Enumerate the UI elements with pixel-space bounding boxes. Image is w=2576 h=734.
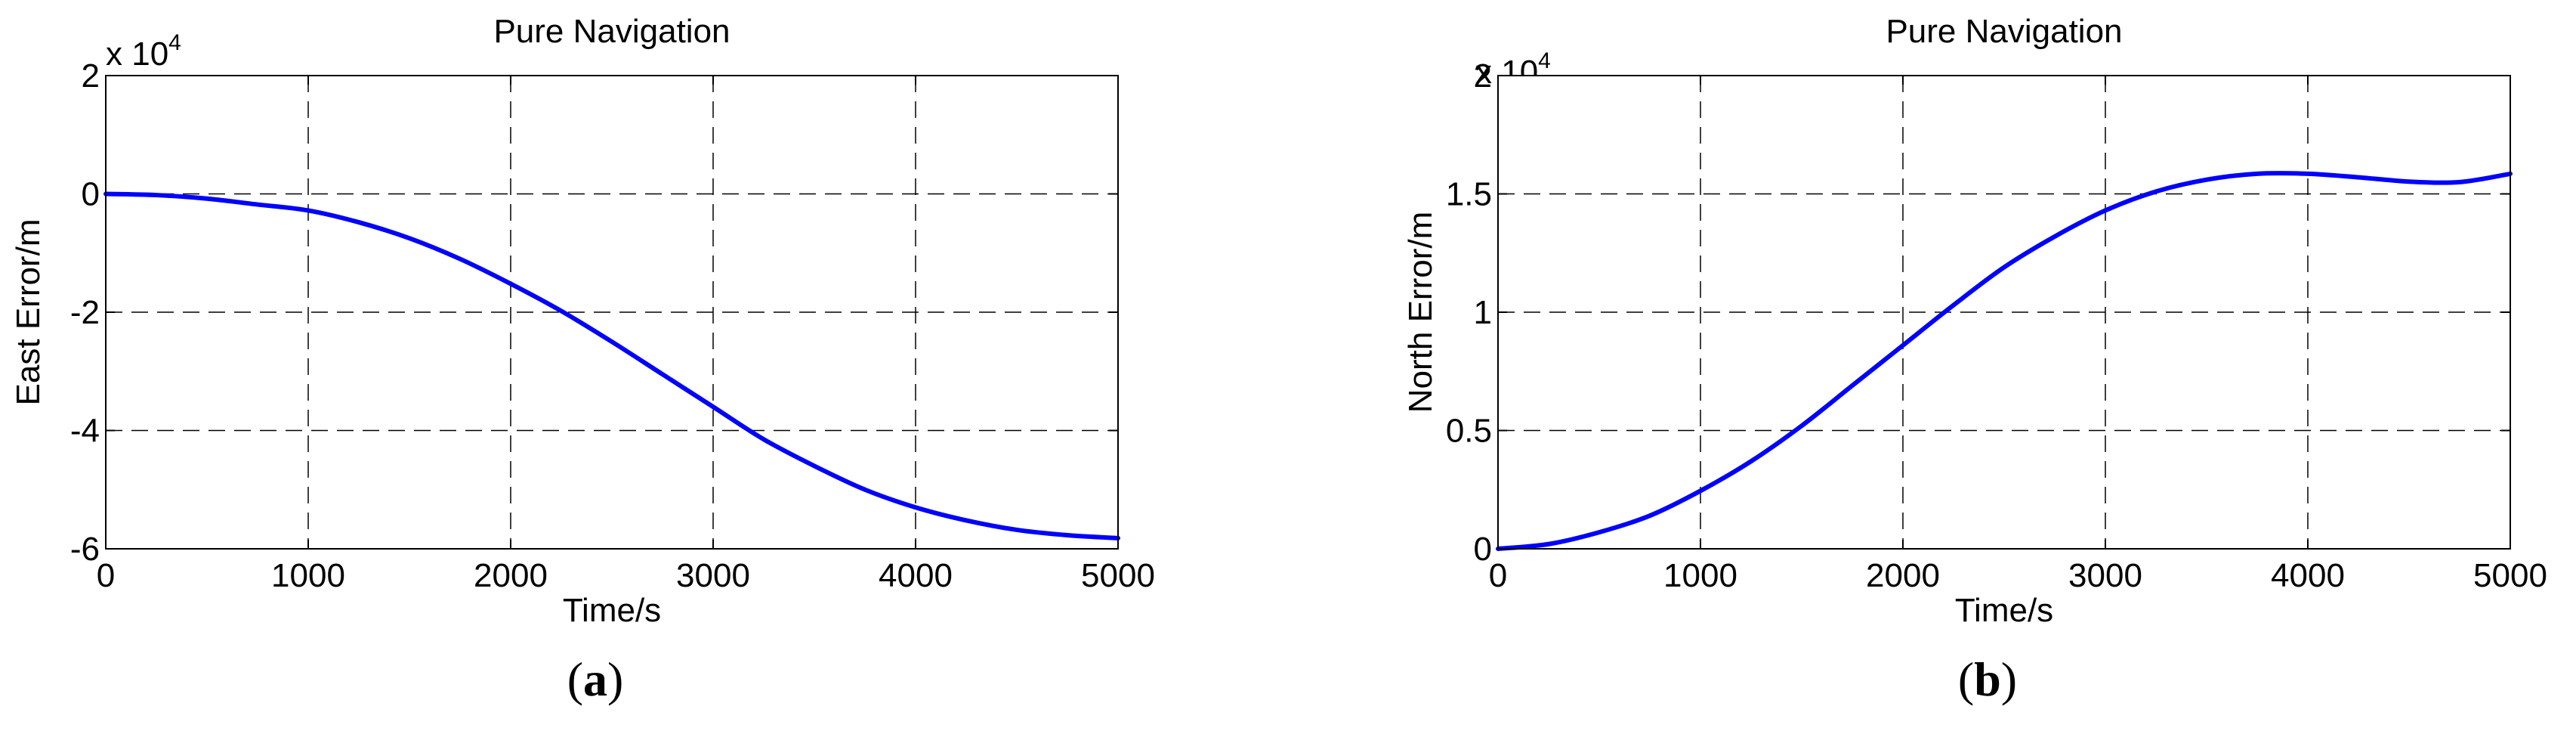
x-tick-label: 1000: [1663, 557, 1737, 594]
x-tick-label: 5000: [1081, 557, 1155, 594]
y-axis-label: North Error/m: [1402, 212, 1439, 413]
y-tick-label: 0: [1474, 531, 1492, 568]
x-tick-label: 2000: [474, 557, 548, 594]
x-tick-label: 4000: [2271, 557, 2345, 594]
y-tick-label: 2: [1474, 57, 1492, 94]
x-axis-ticks: 0 1000 2000 3000 4000 5000: [1489, 76, 2547, 594]
plot-frame: [1497, 75, 2511, 550]
y-tick-label: 0.5: [1446, 413, 1492, 450]
x-tick-label: 4000: [879, 557, 953, 594]
x-tick-label: 0: [1489, 557, 1507, 594]
x-axis-ticks: 0 1000 2000 3000 4000 5000: [97, 76, 1155, 594]
y-tick-label: -4: [70, 413, 100, 450]
x-tick-label: 1000: [271, 557, 345, 594]
series-line: [103, 191, 1120, 540]
series-layer: [103, 191, 1120, 540]
y-tick-label: -2: [70, 294, 100, 331]
y-axis-ticks: -6 -4 -2 0 2: [70, 57, 1118, 568]
chart-title: Pure Navigation: [493, 13, 730, 50]
y-tick-label: 0: [82, 176, 100, 213]
series-layer: [1496, 171, 2513, 551]
panel-label: (b): [1958, 652, 2017, 706]
y-axis-label: East Error/m: [10, 219, 47, 406]
y-tick-label: -6: [70, 531, 100, 568]
x-axis-label: Time/s: [1955, 592, 2053, 629]
x-tick-label: 2000: [1866, 557, 1940, 594]
y-tick-label: 1.5: [1446, 176, 1492, 213]
series-line: [1496, 171, 2513, 551]
x-tick-label: 5000: [2473, 557, 2547, 594]
y-axis-ticks: 0 0.5 1 1.5 2: [1446, 57, 2510, 568]
grid-lines: [1498, 76, 2510, 549]
y-multiplier: x 104: [106, 30, 181, 73]
chart-panel-b: Pure Navigation x 104 00.511.52 0 1000 200…: [1402, 13, 2547, 706]
y-tick-label: 1: [1474, 294, 1492, 331]
plot-frame: [105, 75, 1119, 550]
x-tick-label: 3000: [676, 557, 750, 594]
chart-title: Pure Navigation: [1886, 13, 2122, 50]
x-tick-label: 3000: [2068, 557, 2142, 594]
y-tick-label: 2: [82, 57, 100, 94]
panel-label: (a): [567, 652, 624, 706]
x-axis-label: Time/s: [563, 592, 661, 629]
chart-panel-a: Pure Navigation x 104 -6 -4 -2 0 2 0 1000 2000…: [10, 13, 1155, 706]
grid-lines: [106, 76, 1118, 549]
x-tick-label: 0: [97, 557, 115, 594]
